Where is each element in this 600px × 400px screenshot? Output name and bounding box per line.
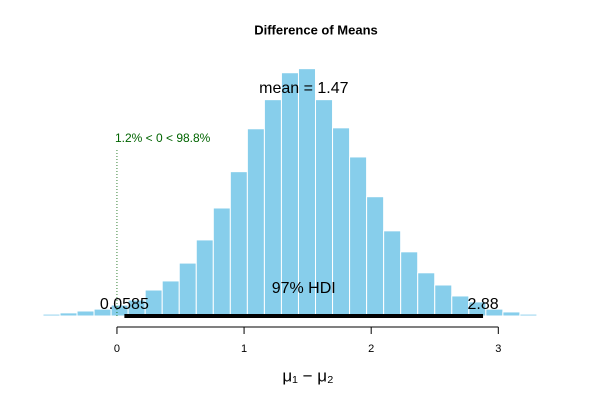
bar — [553, 314, 572, 317]
bar — [42, 313, 61, 317]
mean-label: mean = 1.47 — [259, 80, 349, 97]
bar — [434, 284, 453, 317]
bar — [349, 156, 368, 317]
bar — [536, 314, 555, 317]
bar — [383, 230, 402, 317]
hdi-low-label: 0.0585 — [100, 296, 149, 313]
bar — [195, 239, 214, 317]
x-tick-label: 0 — [114, 343, 120, 355]
bar — [570, 314, 589, 317]
bar — [178, 262, 197, 317]
bar — [366, 196, 385, 317]
chart-title: Difference of Means — [254, 22, 378, 37]
x-tick-label: 3 — [495, 343, 501, 355]
x-tick-label: 1 — [241, 343, 247, 355]
bar — [519, 313, 538, 317]
bar — [161, 280, 180, 317]
bar — [229, 171, 248, 317]
hdi-label: 97% HDI — [272, 280, 336, 297]
bar — [400, 251, 419, 317]
bar — [76, 310, 95, 317]
bar — [297, 68, 317, 317]
comparison-label: 1.2% < 0 < 98.8% — [115, 131, 211, 145]
bar — [25, 314, 44, 317]
bar — [59, 312, 78, 317]
bar — [502, 311, 521, 317]
bar — [212, 207, 231, 317]
x-axis-label: μ₁ − μ₂ — [282, 366, 333, 385]
hdi-high-label: 2.88 — [467, 296, 498, 313]
bar — [451, 295, 470, 317]
x-tick-label: 2 — [368, 343, 374, 355]
bar — [246, 128, 265, 317]
bar — [8, 314, 27, 317]
bar — [417, 272, 436, 317]
